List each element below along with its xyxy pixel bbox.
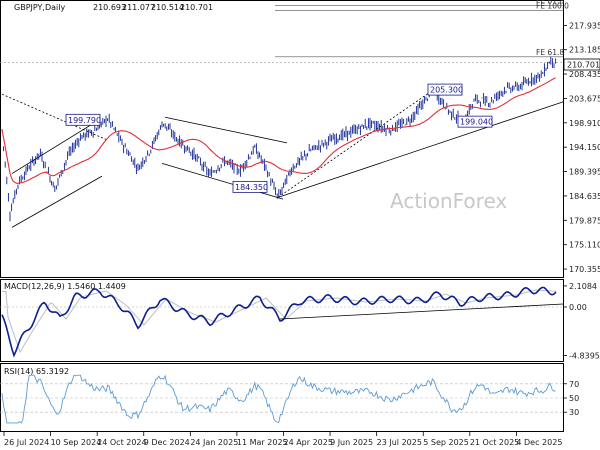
price-tick-label: 175.110 xyxy=(569,241,600,250)
date-tick-label: 9 Jun 2025 xyxy=(330,438,373,447)
price-tick-label: 208.435 xyxy=(569,70,600,79)
macd-trendline xyxy=(279,303,564,320)
macd-signal-line xyxy=(2,289,557,354)
swing-label: 205.300 xyxy=(430,86,463,95)
macd-tick-label: -4.8395 xyxy=(569,351,600,360)
date-tick-label: 26 Jul 2024 xyxy=(4,438,49,447)
date-tick-label: 21 Oct 2025 xyxy=(470,438,519,447)
watermark: ActionForex xyxy=(390,189,507,213)
rsi-pane-frame xyxy=(0,363,564,432)
price-tick-label: 170.355 xyxy=(569,265,600,274)
swing-label: 199.040 xyxy=(460,118,493,127)
last-price-box xyxy=(563,58,600,71)
macd-pane-frame xyxy=(0,279,564,362)
falling-channel-lower xyxy=(161,162,284,200)
swing-label-box xyxy=(427,83,463,96)
price-tick-label: 194.150 xyxy=(569,143,600,152)
price-tick-label: 203.675 xyxy=(569,94,600,103)
moving-average-layer xyxy=(1,77,556,184)
price-pane-frame xyxy=(0,0,564,278)
fib-label: FE 61.8 xyxy=(536,0,564,6)
last-price-label: 210.701 xyxy=(567,61,600,70)
date-tick-label: 24 Oct 2024 xyxy=(97,438,146,447)
date-tick-label: 9 Dec 2024 xyxy=(144,438,190,447)
rsi-header: RSI(14) 65.3192 xyxy=(4,367,69,376)
rsi-layer: 70 50 30 xyxy=(0,374,579,424)
macd-main-line xyxy=(1,286,557,358)
price-header-symbol: GBPJPY,Daily xyxy=(14,3,65,12)
date-tick-label: 10 Sep 2024 xyxy=(51,438,102,447)
macd-layer: 2.1084 0.00 -4.8395 xyxy=(0,282,600,360)
swing-label-box xyxy=(65,113,101,126)
fib-label: FE 100.0 xyxy=(536,2,569,11)
price-tick-label: 184.635 xyxy=(569,192,600,201)
rsi-line xyxy=(1,374,556,424)
rsi-tick-label: 30 xyxy=(569,408,579,417)
price-header-open: 210.693 xyxy=(93,3,126,12)
date-tick-label: 4 Dec 2025 xyxy=(516,438,562,447)
price-header-low: 210.514 xyxy=(151,3,184,12)
price-tick-label: 213.185 xyxy=(569,46,600,55)
fibonacci-levels: FE 61.8FE 100.0FE 61.8 xyxy=(0,0,569,63)
swing-label-box xyxy=(232,180,268,193)
date-tick-label: 5 Sep 2025 xyxy=(423,438,469,447)
macd-header: MACD(12,26,9) 1.5460 1.4409 xyxy=(4,282,126,291)
falling-channel-upper xyxy=(164,116,288,144)
price-tick-label: 217.935 xyxy=(569,21,600,30)
date-tick-label: 24 Apr 2025 xyxy=(283,438,332,447)
date-tick-label: 11 Mar 2025 xyxy=(237,438,288,447)
fib-label: FE 61.8 xyxy=(536,48,564,57)
macd-tick-label: 0.00 xyxy=(569,303,587,312)
swing-label: 184.350 xyxy=(235,183,268,192)
date-tick-label: 23 Jul 2025 xyxy=(377,438,422,447)
upper-left-channel-lower xyxy=(11,175,103,228)
price-tick-label: 198.910 xyxy=(569,119,600,128)
dashed-rising-line xyxy=(277,89,434,198)
swing-label-box xyxy=(457,115,493,128)
moving-average-line xyxy=(1,77,556,184)
date-tick-label: 24 Jan 2025 xyxy=(190,438,238,447)
price-tick-label: 179.875 xyxy=(569,216,600,225)
swing-label: 199.790 xyxy=(68,116,101,125)
rsi-tick-label: 50 xyxy=(569,394,579,403)
macd-tick-label: 2.1084 xyxy=(569,282,597,291)
price-axis-ticks: 217.935 213.185 208.435 203.675 198.910 194.1… xyxy=(563,21,600,274)
rsi-tick-label: 70 xyxy=(569,380,579,389)
price-header-high: 211.077 xyxy=(122,3,155,12)
upper-left-channel-upper xyxy=(11,122,96,174)
price-tick-label: 189.395 xyxy=(569,168,600,177)
price-header-close: 210.701 xyxy=(180,3,213,12)
rising-support-trendline xyxy=(277,101,564,198)
swing-labels: 199.790 184.350 205.300 199.040 xyxy=(65,83,493,193)
